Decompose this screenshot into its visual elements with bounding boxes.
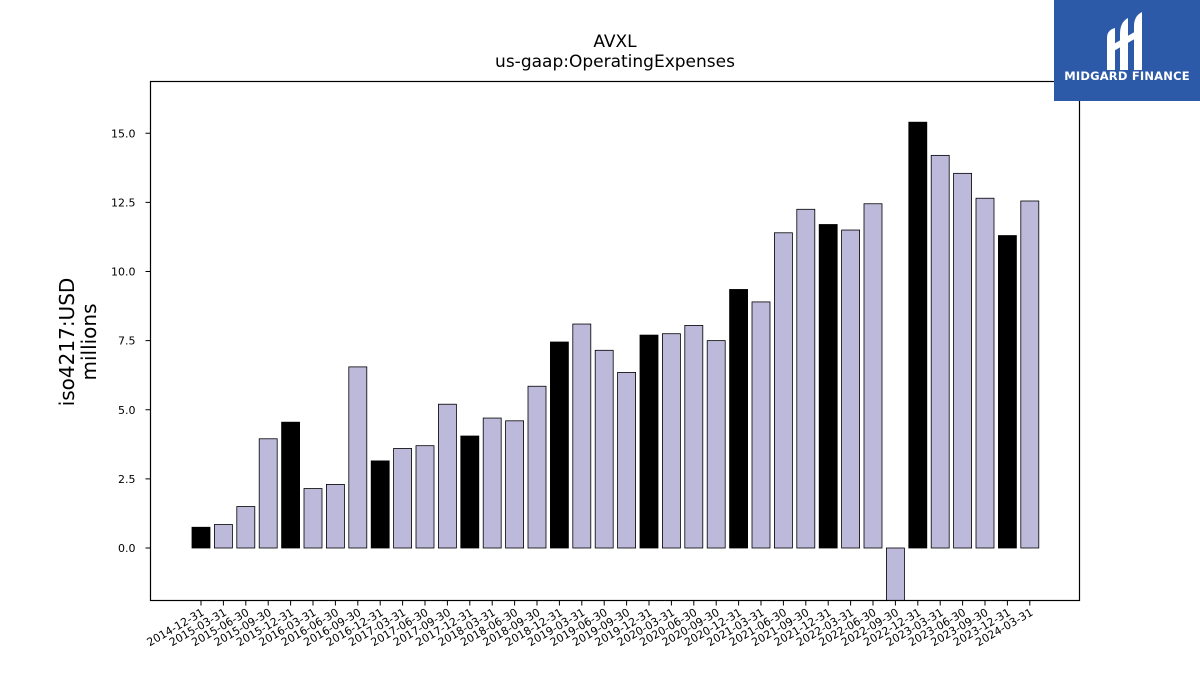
bar-2017-12-31 [460,435,480,549]
y-tick-label: 0.0 [118,542,136,555]
bar-2018-12-31 [550,341,569,549]
bar-2021-06-30 [774,232,793,549]
bar-2019-06-30 [594,349,614,549]
bar-2016-03-31 [303,488,323,549]
bar-2015-03-31 [213,524,233,549]
bar-2019-12-31 [639,334,659,549]
y-axis-ticks: 0.0 2.5 5.0 7.5 10.0 12.5 15.0 [111,127,151,555]
bar-2015-06-30 [236,506,256,549]
bar-2014-12-31 [191,526,211,549]
x-axis-ticks: 2014-12-312015-03-312015-06-302015-09-30… [145,600,1035,649]
bar-2023-03-31 [930,154,950,549]
bar-2016-12-31 [370,460,390,549]
logo-text: MIDGARD FINANCE [1064,69,1190,83]
bar-2023-06-30 [953,172,972,549]
bar-2020-09-30 [706,340,726,549]
bars-group [191,121,1040,601]
y-tick-label: 12.5 [111,196,136,209]
bar-2024-03-31 [1020,200,1040,549]
bar-2015-09-30 [258,438,278,549]
bar-2016-09-30 [348,366,368,549]
bar-2018-09-30 [527,385,547,549]
bar-2020-06-30 [684,325,704,549]
bar-2023-09-30 [975,197,995,549]
bar-2020-03-31 [662,333,681,549]
logo-mark-icon [1107,12,1142,70]
plot-frame [149,80,1081,602]
bar-2022-03-31 [841,229,860,549]
y-tick-label: 15.0 [111,127,136,140]
bar-2017-09-30 [437,403,457,549]
bar-2017-06-30 [415,445,435,549]
bar-2022-09-30 [886,547,905,601]
bar-2022-06-30 [863,203,883,549]
bar-2019-09-30 [617,372,636,549]
bar-2019-03-31 [572,323,592,549]
chart-title: AVXL us-gaap:OperatingExpenses [150,32,1080,72]
chart-subtitle: us-gaap:OperatingExpenses [495,52,735,72]
bar-2021-12-31 [818,224,838,549]
bar-2021-09-30 [796,208,816,549]
y-tick-label: 10.0 [111,266,136,279]
bar-2015-12-31 [281,421,301,549]
bar-2020-12-31 [729,289,748,549]
y-tick-label: 2.5 [118,473,136,486]
bar-2022-12-31 [908,121,928,549]
bar-2017-03-31 [393,448,413,549]
bar-2016-06-30 [325,484,345,549]
midgard-finance-logo: MIDGARD FINANCE [1054,0,1200,101]
bar-2021-03-31 [751,301,771,549]
bar-2018-06-30 [505,420,525,549]
bar-2018-03-31 [482,417,502,549]
chart-title-main: AVXL [593,32,637,52]
bar-2023-12-31 [998,235,1017,549]
y-tick-label: 7.5 [118,335,136,348]
y-tick-label: 5.0 [118,404,136,417]
